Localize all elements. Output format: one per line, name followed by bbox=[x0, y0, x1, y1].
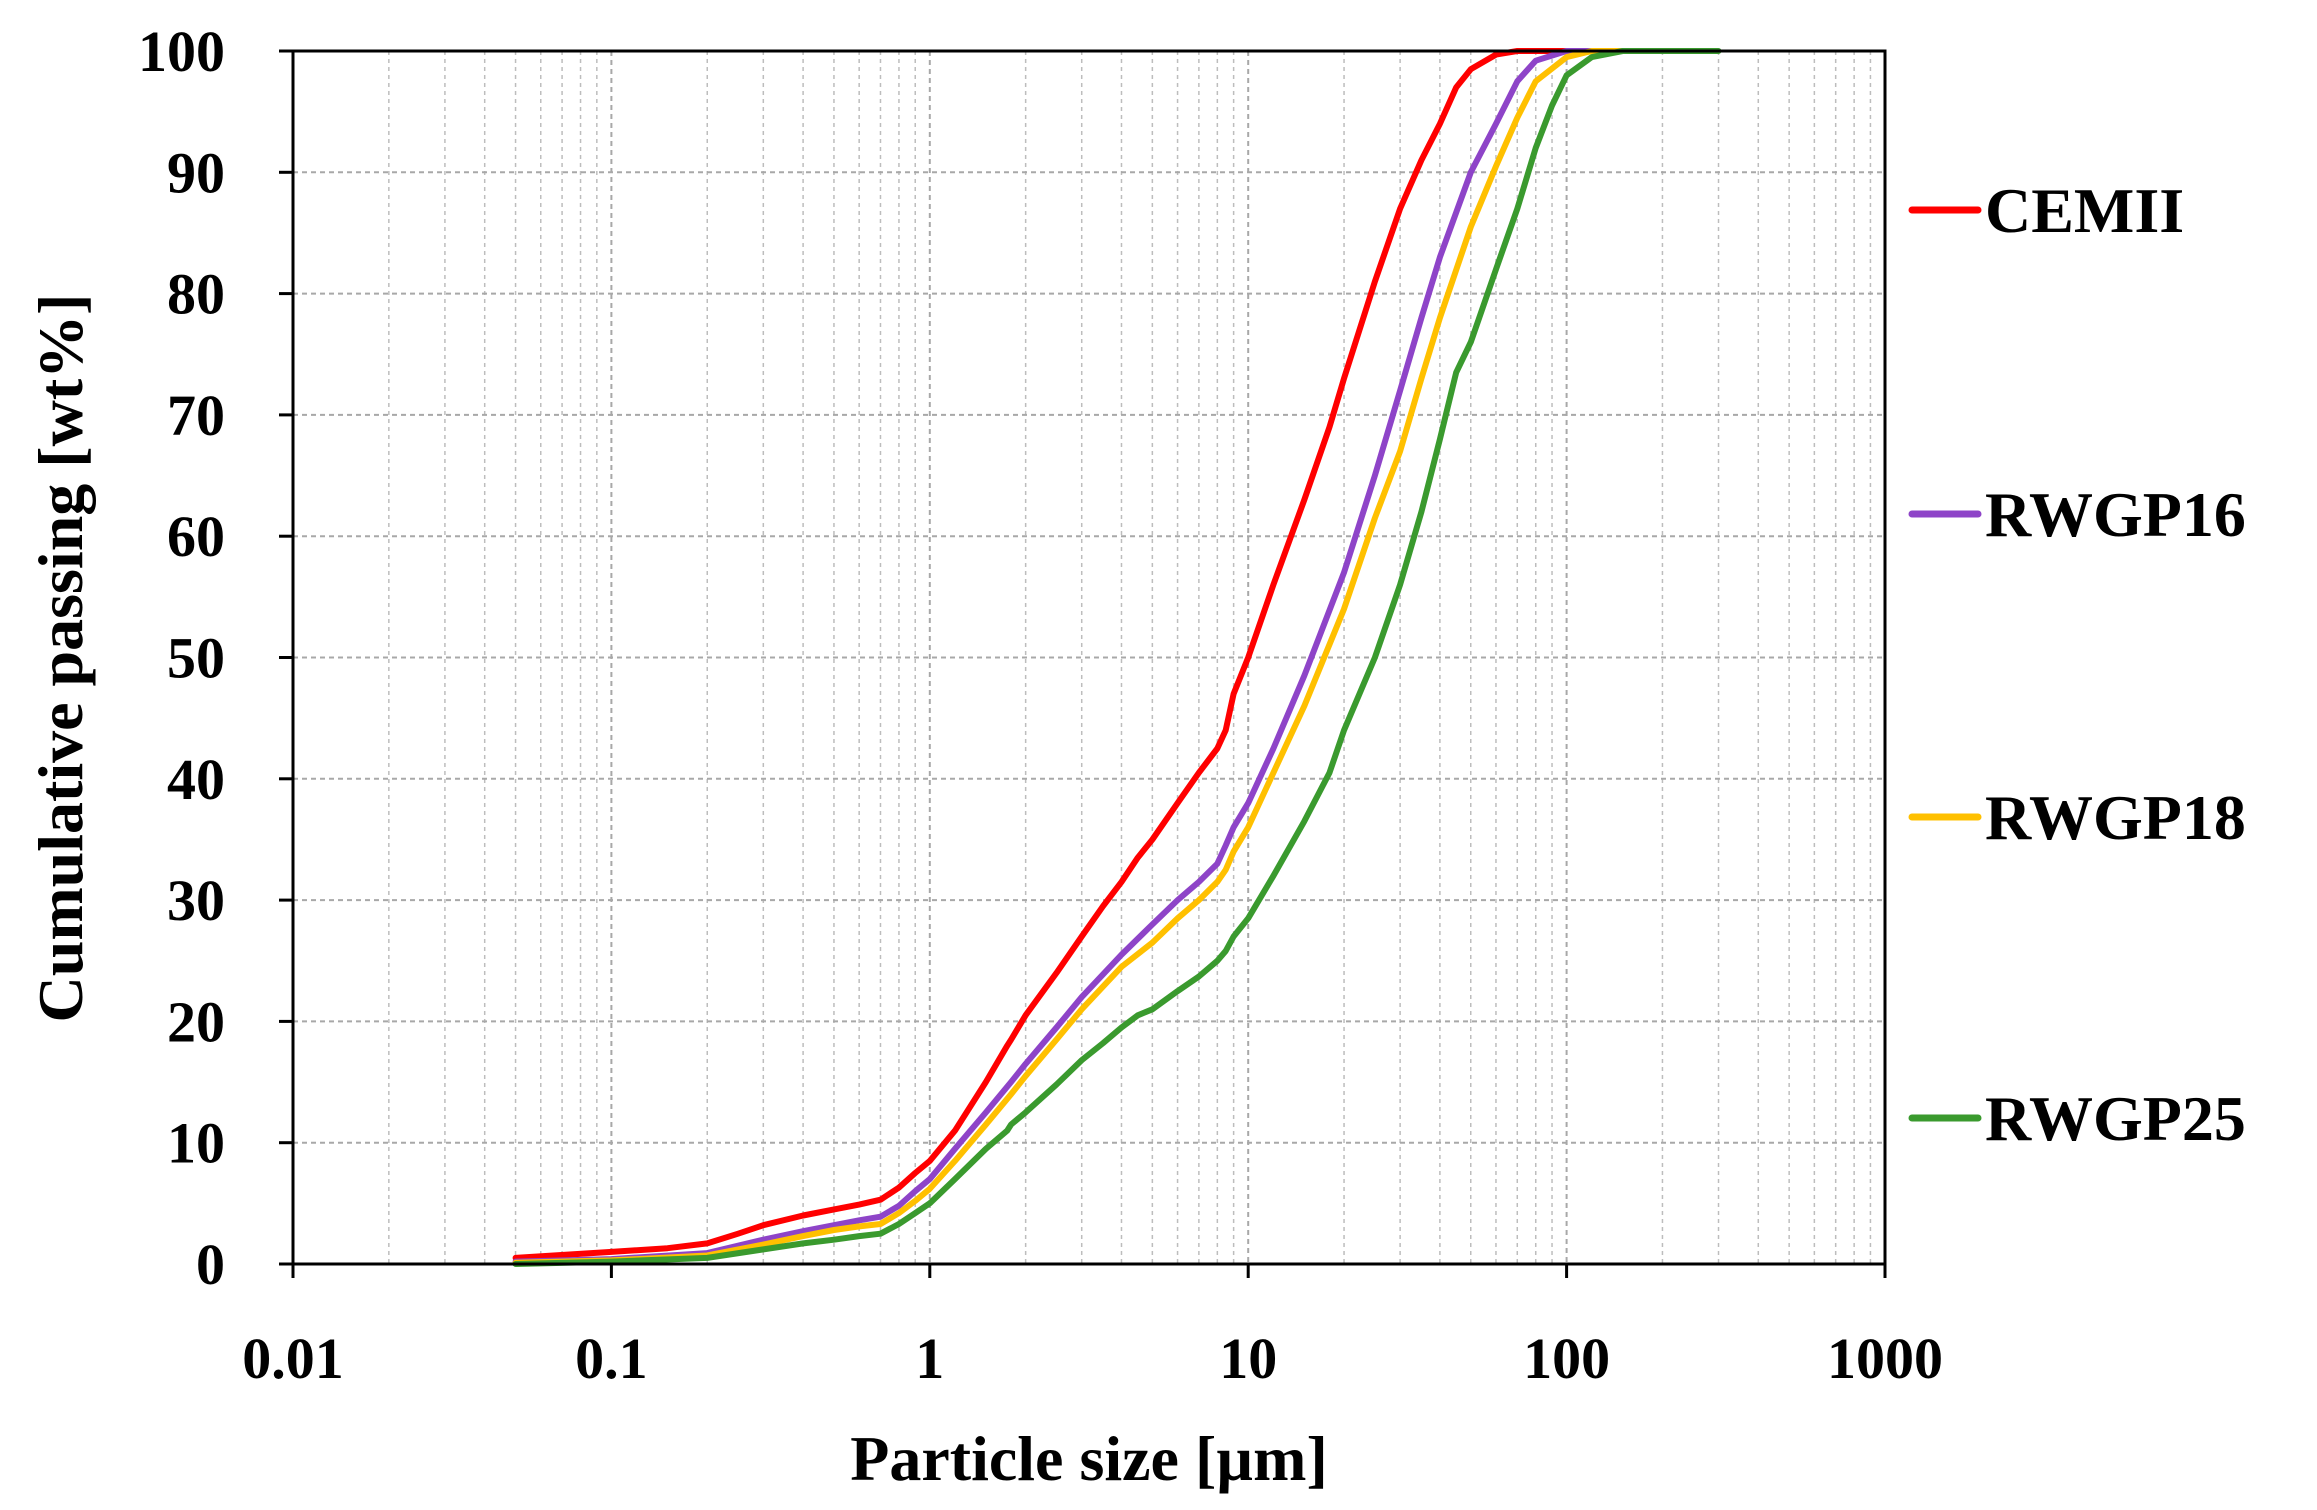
y-tick-label: 0 bbox=[196, 1232, 225, 1297]
y-tick-label: 90 bbox=[167, 140, 225, 205]
x-axis-title: Particle size [µm] bbox=[850, 1423, 1328, 1494]
series-line-rwgp18 bbox=[512, 48, 1626, 1266]
x-tick-label: 0.1 bbox=[575, 1326, 648, 1391]
series-lines bbox=[512, 48, 1722, 1267]
y-tick-label: 40 bbox=[167, 747, 225, 812]
x-tick-label: 0.01 bbox=[242, 1326, 344, 1391]
y-tick-label: 70 bbox=[167, 383, 225, 448]
legend-label-rwgp16: RWGP16 bbox=[1985, 479, 2246, 550]
y-tick-label: 10 bbox=[167, 1111, 225, 1176]
x-tick-label: 1000 bbox=[1827, 1326, 1943, 1391]
y-tick-label: 80 bbox=[167, 262, 225, 327]
y-tick-label: 20 bbox=[167, 989, 225, 1054]
series-line-rwgp25 bbox=[512, 48, 1722, 1267]
series-line-rwgp16 bbox=[512, 48, 1595, 1265]
y-tick-label: 30 bbox=[167, 868, 225, 933]
y-axis-title: Cumulative passing [wt%] bbox=[25, 294, 96, 1023]
y-tick-labels: 0 10 20 30 40 50 60 70 80 90 100 bbox=[138, 19, 293, 1297]
x-tick-label: 1 bbox=[915, 1326, 944, 1391]
y-tick-label: 60 bbox=[167, 504, 225, 569]
legend: CEMII RWGP16 RWGP18 RWGP25 bbox=[1908, 175, 2246, 1154]
x-tick-label: 100 bbox=[1523, 1326, 1610, 1391]
x-tick-label: 10 bbox=[1219, 1326, 1277, 1391]
x-tick-labels: 0.01 0.1 1 10 100 1000 bbox=[242, 1264, 1943, 1391]
series-line-cemii bbox=[512, 48, 1570, 1261]
legend-label-rwgp25: RWGP25 bbox=[1985, 1083, 2246, 1154]
y-tick-label: 50 bbox=[167, 626, 225, 691]
legend-label-cemii: CEMII bbox=[1985, 175, 2184, 246]
legend-label-rwgp18: RWGP18 bbox=[1985, 782, 2246, 853]
y-tick-label: 100 bbox=[138, 19, 225, 84]
